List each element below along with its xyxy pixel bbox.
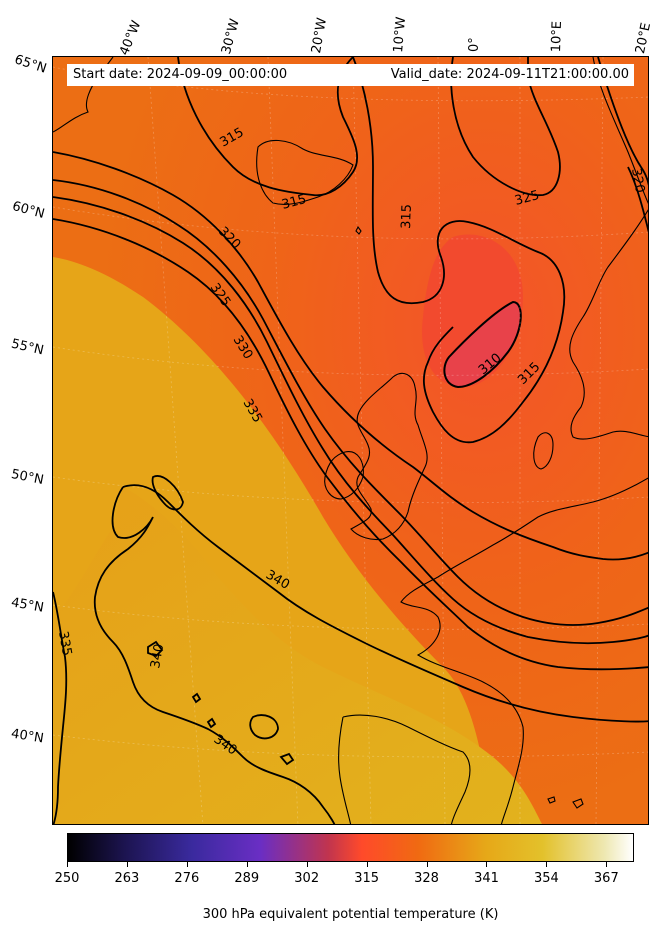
lat-label-60n: 60°N	[10, 199, 47, 222]
lon-label-20e: 20°E	[633, 21, 655, 56]
colorbar-tick-label: 263	[114, 871, 140, 886]
colorbar-tick-label: 289	[234, 871, 260, 886]
faroe-islands	[355, 225, 362, 235]
lon-label-0: 0°	[467, 37, 482, 52]
contour-label: 320	[628, 167, 647, 194]
lon-label-10w: 10°W	[391, 16, 410, 54]
lat-label-45n: 45°N	[9, 595, 45, 616]
contour-label: 335	[55, 630, 74, 657]
iberia-coast	[342, 714, 471, 824]
contour-340-small-a	[147, 640, 164, 658]
colorbar-tick-mark	[186, 862, 188, 867]
map-canvas: 315 315 315 320 325 330 335 340 335 340 …	[53, 57, 648, 824]
contour-320-far-east	[627, 166, 648, 233]
contour-340-small-e	[191, 692, 202, 704]
contour-330	[53, 196, 648, 645]
contour-320-east	[597, 57, 648, 186]
contours	[53, 57, 648, 824]
colorbar-tick-mark	[366, 862, 368, 867]
colorbar-tick-label: 276	[174, 871, 200, 886]
contour-315-north	[177, 57, 358, 197]
contour-340-small-c	[206, 717, 217, 729]
iceland-coast	[256, 139, 354, 206]
colorbar-tick-label: 367	[593, 871, 619, 886]
contour-325	[53, 179, 648, 626]
contour-325-northeast	[450, 57, 561, 196]
colorbar-tick-label: 302	[294, 871, 320, 886]
contour-label: 340	[148, 643, 167, 670]
lat-label-55n: 55°N	[9, 336, 46, 359]
contour-340-loop	[151, 475, 184, 511]
balearic-island	[547, 796, 556, 804]
contour-320	[53, 151, 648, 561]
colorbar-tick-mark	[486, 862, 488, 867]
valid-date-label: Valid_date: 2024-09-11T21:00:00.00	[390, 67, 629, 82]
contour-label: 315	[399, 204, 415, 229]
colorbar-tick-mark	[246, 862, 248, 867]
scandinavia-coast	[569, 209, 648, 440]
yellow-region	[53, 487, 542, 824]
portugal-coast	[338, 716, 352, 824]
start-date-label: Start date: 2024-09-09_00:00:00	[73, 67, 288, 82]
lat-label-40n: 40°N	[10, 726, 45, 747]
colorbar-tick-mark	[606, 862, 608, 867]
colorbar-tick-mark	[67, 862, 68, 867]
colorbar	[67, 833, 634, 862]
mediterranean-island	[572, 798, 584, 809]
colorbar-tick-label: 328	[414, 871, 439, 886]
lat-label-65n: 65°N	[12, 52, 49, 77]
colorbar-tick-mark	[126, 862, 128, 867]
coastlines	[53, 57, 648, 824]
lon-label-20w: 20°W	[309, 16, 331, 55]
colorbar-tick-label: 315	[354, 871, 380, 886]
contour-340-small-b	[249, 714, 279, 740]
colorbar-tick-mark	[426, 862, 428, 867]
colorbar-tick-mark	[306, 862, 308, 867]
contour-340-main	[93, 486, 336, 824]
lon-label-40w: 40°W	[117, 18, 145, 58]
lat-label-50n: 50°N	[9, 467, 45, 488]
contour-335	[53, 218, 648, 671]
colorbar-tick-label: 354	[533, 871, 559, 886]
date-info-box: Start date: 2024-09-09_00:00:00 Valid_da…	[67, 64, 634, 86]
contour-340-north	[122, 484, 648, 723]
contour-335-west	[53, 591, 68, 824]
contour-label: 325	[513, 188, 541, 209]
colorbar-title: 300 hPa equivalent potential temperature…	[202, 907, 499, 922]
great-britain-coast	[350, 372, 428, 541]
colorbar-tick-label: 250	[54, 871, 80, 886]
cold-core-310	[443, 300, 522, 389]
contour-315-center	[352, 57, 566, 444]
ireland-coast	[324, 451, 364, 500]
map-panel: 315 315 315 320 325 330 335 340 335 340 …	[52, 56, 649, 825]
europe-coast	[400, 477, 648, 824]
colorbar-tick-mark	[546, 862, 548, 867]
colorbar-tick-label: 341	[474, 871, 499, 886]
lon-label-30w: 30°W	[219, 17, 243, 56]
contour-340-small-d	[279, 752, 295, 766]
graticule	[53, 57, 648, 824]
contour-label: 315	[280, 192, 308, 213]
denmark-coast	[533, 432, 554, 470]
lon-label-10e: 10°E	[549, 20, 566, 53]
